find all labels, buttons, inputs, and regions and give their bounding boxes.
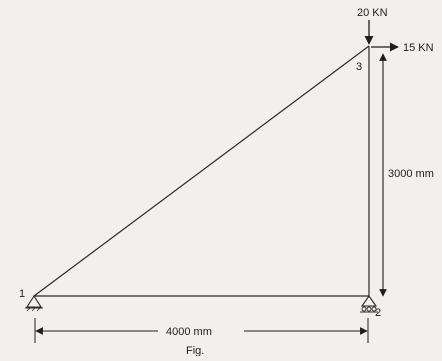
node-label-2: 2 — [375, 307, 381, 319]
pin-support-icon — [25, 294, 43, 312]
roller-support-icon — [360, 295, 378, 313]
height-dimension-label: 3000 mm — [388, 168, 434, 180]
vertical-load-label: 20 KN — [357, 7, 388, 19]
horizontal-load-label: 15 KN — [403, 42, 434, 54]
width-dimension-label: 4000 mm — [166, 326, 212, 338]
figure-caption: Fig. — [186, 345, 204, 356]
node-label-3: 3 — [356, 61, 362, 73]
member-1-3 — [33, 45, 370, 297]
node-label-1: 1 — [19, 288, 25, 300]
